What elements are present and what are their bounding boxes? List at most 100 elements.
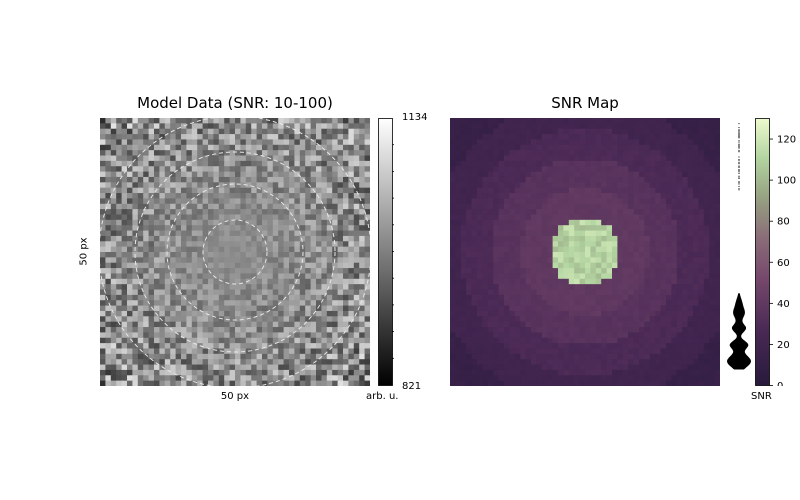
heatmap-cell: [164, 230, 171, 237]
heatmap-cell: [687, 332, 694, 339]
heatmap-cell: [132, 171, 139, 178]
heatmap-cell: [316, 230, 322, 237]
heatmap-cell: [343, 284, 349, 291]
heatmap-cell: [541, 273, 548, 280]
heatmap-cell: [671, 332, 678, 339]
heatmap-cell: [353, 359, 360, 366]
heatmap-cell: [359, 348, 366, 355]
heatmap-cell: [536, 209, 543, 216]
heatmap-cell: [170, 262, 177, 269]
heatmap-cell: [450, 294, 456, 301]
heatmap-cell: [202, 230, 209, 237]
heatmap-cell: [299, 353, 306, 360]
heatmap-cell: [191, 257, 198, 264]
heatmap-cell: [321, 171, 328, 178]
heatmap-cell: [116, 155, 123, 162]
heatmap-cell: [159, 380, 166, 386]
heatmap-cell: [278, 284, 285, 291]
heatmap-cell: [337, 268, 344, 275]
heatmap-cell: [558, 332, 564, 339]
heatmap-cell: [175, 123, 182, 130]
heatmap-cell: [359, 198, 366, 205]
heatmap-cell: [693, 337, 699, 344]
heatmap-cell: [460, 139, 467, 146]
heatmap-cell: [585, 364, 591, 371]
heatmap-cell: [181, 327, 187, 333]
heatmap-cell: [703, 150, 710, 157]
heatmap-cell: [191, 198, 198, 205]
heatmap-cell: [337, 214, 344, 221]
heatmap-cell: [644, 182, 651, 189]
heatmap-cell: [154, 203, 160, 210]
heatmap-cell: [148, 144, 155, 151]
heatmap-cell: [245, 327, 252, 333]
heatmap-cell: [655, 300, 662, 307]
heatmap-cell: [154, 348, 160, 355]
heatmap-cell: [164, 144, 171, 151]
heatmap-cell: [137, 230, 144, 237]
heatmap-cell: [666, 187, 672, 194]
heatmap-cell: [164, 241, 171, 248]
heatmap-cell: [676, 225, 683, 232]
heatmap-cell: [159, 246, 166, 253]
heatmap-cell: [595, 375, 602, 382]
heatmap-cell: [240, 150, 247, 157]
heatmap-cell: [321, 316, 328, 323]
heatmap-cell: [644, 150, 651, 157]
heatmap-cell: [127, 332, 133, 339]
heatmap-cell: [466, 262, 473, 269]
heatmap-cell: [343, 235, 349, 242]
heatmap-cell: [563, 294, 570, 301]
heatmap-cell: [175, 193, 182, 199]
heatmap-cell: [477, 134, 483, 141]
heatmap-cell: [633, 214, 640, 221]
heatmap-cell: [181, 278, 187, 285]
heatmap-cell: [316, 380, 322, 386]
heatmap-cell: [310, 118, 317, 124]
heatmap-cell: [299, 219, 306, 226]
colorbar-gradient: [378, 118, 393, 386]
heatmap-cell: [164, 160, 171, 167]
heatmap-cell: [714, 268, 720, 275]
heatmap-cell: [251, 375, 258, 382]
heatmap-cell: [698, 139, 705, 146]
heatmap-cell: [278, 219, 285, 226]
heatmap-cell: [633, 176, 640, 183]
heatmap-cell: [148, 252, 155, 258]
heatmap-cell: [693, 155, 699, 162]
heatmap-cell: [639, 310, 645, 317]
heatmap-cell: [364, 268, 370, 275]
heatmap-cell: [181, 359, 187, 366]
heatmap-cell: [666, 310, 672, 317]
heatmap-cell: [105, 150, 112, 157]
heatmap-cell: [164, 343, 171, 350]
heatmap-cell: [687, 321, 694, 328]
heatmap-cell: [579, 198, 586, 205]
heatmap-cell: [364, 118, 370, 124]
heatmap-cell: [197, 364, 204, 371]
heatmap-cell: [116, 139, 123, 146]
heatmap-cell: [601, 155, 608, 162]
heatmap-cell: [283, 327, 290, 333]
heatmap-cell: [639, 144, 645, 151]
heatmap-cell: [525, 252, 532, 258]
heatmap-cell: [628, 219, 635, 226]
heatmap-cell: [666, 123, 672, 130]
heatmap-cell: [628, 332, 635, 339]
heatmap-cell: [137, 327, 144, 333]
heatmap-cell: [224, 353, 231, 360]
heatmap-cell: [197, 182, 204, 189]
heatmap-cell: [590, 359, 597, 366]
heatmap-cell: [289, 294, 295, 301]
heatmap-cell: [541, 150, 548, 157]
heatmap-cell: [159, 193, 166, 199]
heatmap-cell: [617, 235, 624, 242]
heatmap-cell: [208, 123, 214, 130]
heatmap-cell: [299, 343, 306, 350]
heatmap-cell: [558, 182, 564, 189]
heatmap-cell: [100, 246, 106, 253]
heatmap-cell: [278, 230, 285, 237]
heatmap-cell: [595, 305, 602, 312]
heatmap-cell: [294, 219, 301, 226]
heatmap-cell: [299, 155, 306, 162]
